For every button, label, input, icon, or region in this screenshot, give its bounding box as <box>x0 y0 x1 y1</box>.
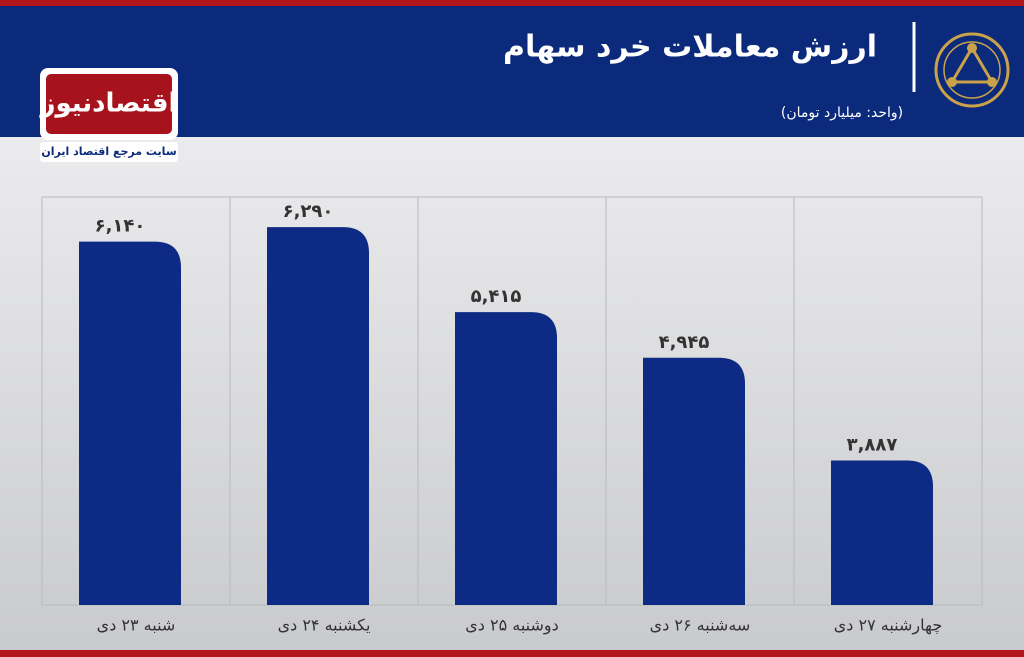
bar <box>831 460 933 605</box>
bar <box>267 227 369 605</box>
x-tick-label: شنبه ۲۳ دی <box>97 616 176 635</box>
bar <box>643 357 745 605</box>
bottom-strip <box>0 650 1024 657</box>
value-label: ۶,۱۴۰ <box>95 216 146 237</box>
logo: اقتصادنیوز سایت مرجع اقتصاد ایران <box>39 68 178 162</box>
x-tick-label: سه‌شنبه ۲۶ دی <box>650 616 751 635</box>
x-tick-label: دوشنبه ۲۵ دی <box>465 616 559 636</box>
top-strip <box>0 0 1024 6</box>
value-label: ۳,۸۸۷ <box>847 435 898 456</box>
value-label: ۵,۴۱۵ <box>471 286 522 307</box>
title: ارزش معاملات خرد سهام <box>503 30 877 65</box>
emblem <box>934 32 1010 108</box>
x-tick-label: چهارشنبه ۲۷ دی <box>834 616 943 636</box>
logo-tagline: سایت مرجع اقتصاد ایران <box>41 145 176 158</box>
bar <box>455 312 557 605</box>
bar <box>79 241 181 605</box>
value-label: ۶,۲۹۰ <box>283 201 334 222</box>
value-label: ۴,۹۴۵ <box>659 332 710 353</box>
logo-name: اقتصادنیوز <box>39 89 178 119</box>
subtitle: (واحد: میلیارد تومان) <box>781 105 903 121</box>
x-tick-label: یکشنبه ۲۴ دی <box>278 616 371 635</box>
